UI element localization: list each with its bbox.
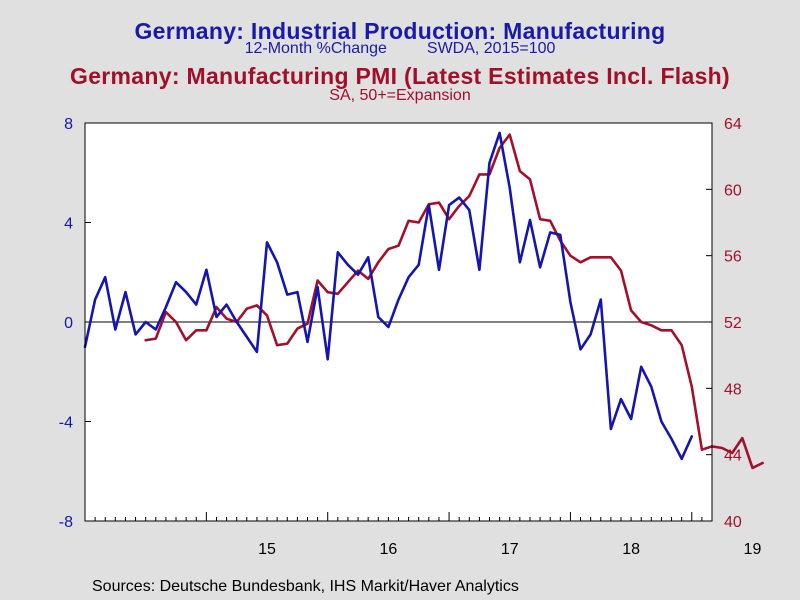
left-axis-tick-label: 4: [64, 216, 73, 233]
x-axis-tick-label: 15: [258, 541, 276, 558]
tick-marks: [84, 122, 713, 522]
subtitle-ip-basis: SWDA, 2015=100: [426, 40, 556, 57]
chart-title-pmi: Germany: Manufacturing PMI (Latest Estim…: [70, 63, 730, 89]
left-axis-tick-label: 8: [64, 116, 73, 133]
right-axis-tick-labels: 40 44 48 52 56 60 64: [724, 116, 742, 531]
chart-title-ip: Germany: Industrial Production: Manufact…: [134, 18, 666, 44]
left-axis-tick-label: -4: [59, 415, 73, 432]
left-axis-tick-label: 0: [64, 315, 73, 332]
x-axis-tick-label: 18: [622, 541, 640, 558]
right-axis-tick-label: 56: [724, 249, 742, 266]
left-axis-tick-label: -8: [59, 514, 73, 531]
right-axis-tick-label: 64: [724, 116, 742, 133]
right-axis-tick-label: 44: [724, 448, 742, 465]
series-line-manufacturing-pmi: [144, 133, 764, 470]
chart-subtitle-ip: 12-Month %Change SWDA, 2015=100: [0, 40, 800, 58]
x-axis-tick-label: 16: [379, 541, 397, 558]
x-axis-tick-label: 19: [744, 541, 762, 558]
right-axis-tick-label: 60: [724, 182, 742, 199]
x-axis-tick-label: 17: [501, 541, 519, 558]
series-line-industrial-production: [83, 131, 694, 461]
sources-note: Sources: Deutsche Bundesbank, IHS Markit…: [92, 578, 519, 595]
chart-subtitle-pmi: SA, 50+=Expansion: [329, 87, 471, 104]
right-axis-tick-label: 48: [724, 381, 742, 398]
x-axis-tick-labels: 15 16 17 18 19: [258, 541, 761, 558]
right-axis-tick-label: 52: [724, 315, 742, 332]
subtitle-ip-measure: 12-Month %Change: [244, 40, 387, 57]
plot-frame: [84, 122, 713, 522]
series-lines: [83, 131, 764, 470]
left-axis-tick-labels: -8 -4 0 4 8: [59, 116, 73, 531]
right-axis-tick-label: 40: [724, 514, 742, 531]
